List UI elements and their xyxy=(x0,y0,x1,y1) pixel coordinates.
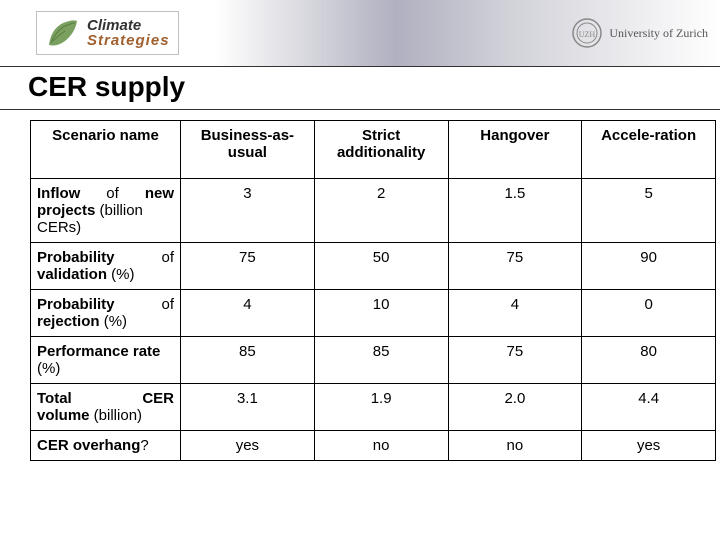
cell-value: 4.4 xyxy=(582,384,716,431)
leaf-icon xyxy=(45,15,81,51)
col-hangover: Hangover xyxy=(448,121,582,179)
cer-supply-table: Scenario name Business-as-usual Strict a… xyxy=(30,120,716,461)
col-business-as-usual: Business-as-usual xyxy=(181,121,315,179)
cell-value: 2.0 xyxy=(448,384,582,431)
cell-value: 85 xyxy=(314,337,448,384)
uzh-seal-icon: UZH xyxy=(571,17,603,49)
cell-value: 75 xyxy=(448,337,582,384)
cell-value: 85 xyxy=(181,337,315,384)
row-label: Total CERvolume (billion) xyxy=(31,384,181,431)
climate-line2: Strategies xyxy=(87,33,170,48)
table-row: Performance rate (%)85857580 xyxy=(31,337,716,384)
cell-value: 1.9 xyxy=(314,384,448,431)
table-header-row: Scenario name Business-as-usual Strict a… xyxy=(31,121,716,179)
title-bar: CER supply xyxy=(0,66,720,110)
cell-value: 3.1 xyxy=(181,384,315,431)
row-label: Inflow of newprojects (billionCERs) xyxy=(31,179,181,243)
climate-line1: Climate xyxy=(87,18,170,33)
table-row: Probability ofvalidation (%)75507590 xyxy=(31,243,716,290)
cell-value: 90 xyxy=(582,243,716,290)
cell-value: 2 xyxy=(314,179,448,243)
cell-value: 3 xyxy=(181,179,315,243)
cell-value: 10 xyxy=(314,290,448,337)
cell-value: 5 xyxy=(582,179,716,243)
uzh-text: University of Zurich xyxy=(609,26,708,41)
page-title: CER supply xyxy=(28,71,692,103)
uzh-logo: UZH University of Zurich xyxy=(571,11,708,55)
row-label: CER overhang? xyxy=(31,431,181,461)
cell-value: 4 xyxy=(448,290,582,337)
svg-text:UZH: UZH xyxy=(579,30,596,39)
col-strict-additionality: Strict additionality xyxy=(314,121,448,179)
table-row: Inflow of newprojects (billionCERs)321.5… xyxy=(31,179,716,243)
table-row: CER overhang?yesnonoyes xyxy=(31,431,716,461)
col-acceleration: Accele-ration xyxy=(582,121,716,179)
cer-supply-table-container: Scenario name Business-as-usual Strict a… xyxy=(30,120,716,461)
cell-value: 1.5 xyxy=(448,179,582,243)
cell-value: no xyxy=(448,431,582,461)
cell-value: yes xyxy=(181,431,315,461)
cell-value: 0 xyxy=(582,290,716,337)
table-row: Total CERvolume (billion)3.11.92.04.4 xyxy=(31,384,716,431)
cell-value: 50 xyxy=(314,243,448,290)
row-label: Performance rate (%) xyxy=(31,337,181,384)
logo-bar: Climate Strategies UZH University of Zur… xyxy=(36,4,708,62)
climate-strategies-logo: Climate Strategies xyxy=(36,11,179,55)
table-row: Probability ofrejection (%)41040 xyxy=(31,290,716,337)
climate-strategies-text: Climate Strategies xyxy=(87,18,170,48)
cell-value: 4 xyxy=(181,290,315,337)
cell-value: yes xyxy=(582,431,716,461)
cell-value: 75 xyxy=(181,243,315,290)
row-label: Probability ofrejection (%) xyxy=(31,290,181,337)
table-body: Inflow of newprojects (billionCERs)321.5… xyxy=(31,179,716,461)
col-scenario-name: Scenario name xyxy=(31,121,181,179)
cell-value: 75 xyxy=(448,243,582,290)
cell-value: 80 xyxy=(582,337,716,384)
row-label: Probability ofvalidation (%) xyxy=(31,243,181,290)
cell-value: no xyxy=(314,431,448,461)
